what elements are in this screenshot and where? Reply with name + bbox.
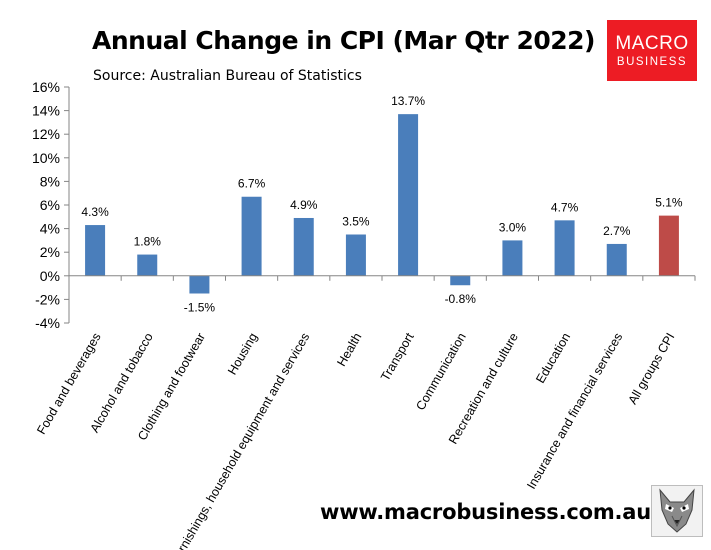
y-axis-ticks: -4% -2% 0% 2% 4% 6% 8% 10% 12% 14% 16% [32,79,69,331]
data-label: 1.8% [134,235,162,249]
data-label: -1.5% [184,301,216,315]
bar [189,275,210,294]
bar [241,196,262,276]
y-tick-label: 12% [32,126,60,142]
chart-source: Source: Australian Bureau of Statistics [93,68,362,84]
logo-line2: BUSINESS [616,56,688,68]
logo-line1: MACRO [615,33,689,54]
data-label: 4.7% [551,200,579,214]
chart-title: Annual Change in CPI (Mar Qtr 2022) [92,26,595,55]
bar [606,243,627,276]
data-label: 6.7% [238,177,266,191]
category-label: Housing [225,330,260,377]
y-tick-label: 10% [32,150,60,166]
bar [293,217,314,276]
bar [450,275,471,286]
y-tick-label: 6% [40,197,60,213]
y-tick-label: 4% [40,221,60,237]
y-tick-label: 16% [32,79,60,95]
bar [85,225,106,276]
category-label: Transport [378,330,417,383]
bar [658,215,679,276]
y-tick-label: 2% [40,244,60,260]
data-label: 3.0% [499,220,527,234]
category-label: Health [334,330,364,368]
category-label: All groups CPI [625,331,677,407]
bars [85,114,679,294]
data-label: 13.7% [391,94,425,108]
y-tick-label: 14% [32,103,60,119]
bar [137,254,158,276]
bar [398,114,419,276]
data-labels: 4.3% 1.8% -1.5% 6.7% 4.9% 3.5% 13.7% -0.8% 3.0% 4… [81,94,683,314]
data-label: 4.3% [81,205,109,219]
website-url: www.macrobusiness.com.au [320,500,652,524]
y-tick-label: -2% [35,291,60,307]
axes [68,87,696,323]
y-tick-label: 8% [40,173,60,189]
bar [345,234,366,276]
category-label: Communication [413,330,469,412]
data-label: 3.5% [342,215,370,229]
wolf-icon [651,485,703,537]
category-label: Education [533,330,573,385]
bar [554,220,575,276]
data-label: 4.9% [290,198,318,212]
y-tick-label: 0% [40,268,60,284]
data-label: -0.8% [445,292,477,306]
y-tick-label: -4% [35,315,60,331]
bar [502,240,523,276]
data-label: 2.7% [603,224,631,238]
data-label: 5.1% [655,196,683,210]
macrobusiness-logo: MACRO BUSINESS [607,20,697,81]
category-label: Insurance and financial services [524,331,625,492]
